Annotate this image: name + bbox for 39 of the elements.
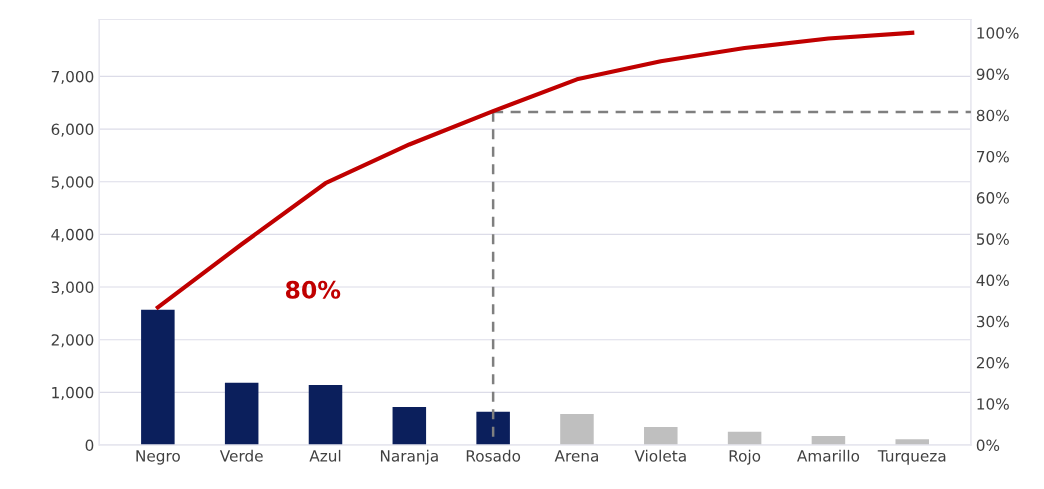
bar <box>476 411 510 445</box>
bar <box>141 309 175 445</box>
y-tick-label: 0 <box>85 439 94 452</box>
y2-tick-label: 100% <box>977 27 1019 39</box>
x-tick-label: Rojo <box>729 449 761 465</box>
y2-tick-label: 70% <box>977 150 1009 163</box>
bar <box>560 413 594 445</box>
x-tick-label: Amarillo <box>797 449 860 462</box>
y2-tick-label: 20% <box>976 357 1009 369</box>
y2-tick-label: 80% <box>976 109 1009 122</box>
bar <box>308 384 343 445</box>
x-tick-label: Turqueza <box>877 450 946 465</box>
y-tick-label: 5,000 <box>51 176 94 190</box>
bar <box>644 427 678 445</box>
y2-tick-label: 90% <box>976 68 1009 80</box>
y-tick-label: 4,000 <box>51 228 94 242</box>
y-tick-label: 1,000 <box>52 386 94 400</box>
bar <box>727 431 762 445</box>
y-tick-label: 3,000 <box>51 281 94 295</box>
y2-tick-label: 40% <box>976 274 1009 287</box>
x-tick-label: Naranja <box>380 449 438 465</box>
y-tick-label: 6,000 <box>51 123 94 137</box>
bar <box>224 382 259 445</box>
y2-tick-label: 30% <box>976 315 1009 328</box>
annotation: 80% <box>285 280 341 299</box>
line-series <box>155 30 915 310</box>
x-tick-label: Negro <box>136 450 180 465</box>
y-tick-label: 7,000 <box>51 70 94 84</box>
x-tick-label: Azul <box>309 449 341 462</box>
x-tick-label: Verde <box>219 449 263 462</box>
y2-tick-label: 0% <box>976 439 1000 452</box>
y2-tick-label: 60% <box>976 192 1009 204</box>
y2-tick-label: 50% <box>976 233 1009 245</box>
x-tick-label: Rosado <box>466 449 521 462</box>
y2-tick-label: 10% <box>977 398 1009 410</box>
x-tick-label: Arena <box>554 450 598 462</box>
bar <box>392 407 427 445</box>
x-tick-label: Violeta <box>634 449 686 462</box>
y-tick-label: 2,000 <box>51 334 94 348</box>
